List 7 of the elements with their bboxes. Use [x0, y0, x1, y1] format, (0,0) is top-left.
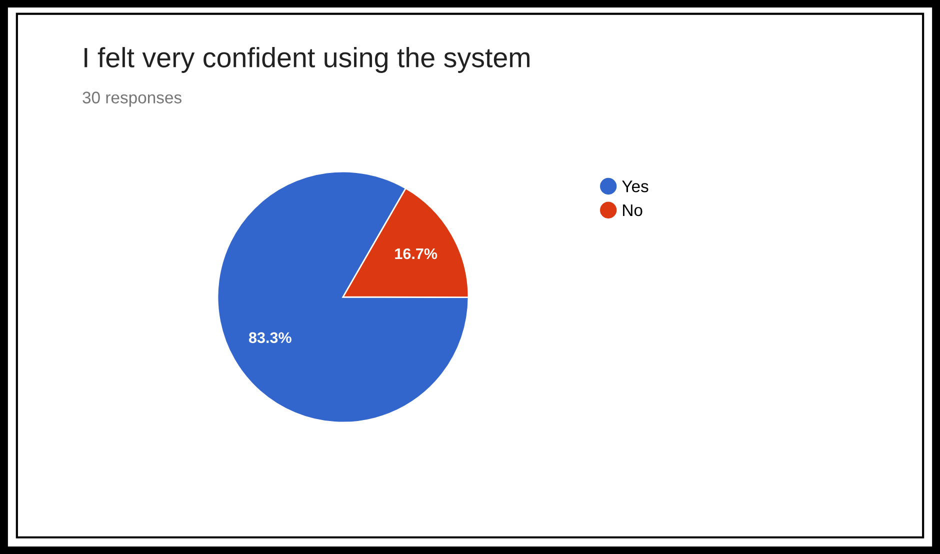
chart-title: I felt very confident using the system [84, 47, 530, 73]
legend-label: Yes [622, 180, 648, 192]
data-label: 83.3% [248, 332, 292, 344]
chart-subtitle: 30 responses [82, 92, 182, 107]
legend-label: No [623, 204, 642, 216]
data-label: 16.7% [395, 248, 438, 260]
pie-slice [216, 170, 470, 424]
